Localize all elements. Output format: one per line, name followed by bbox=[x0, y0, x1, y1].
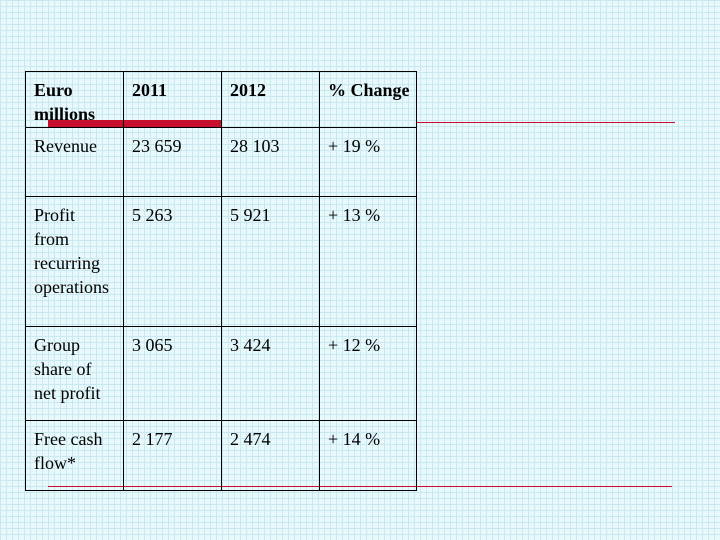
header-cell: 2011 bbox=[132, 80, 168, 100]
row-label: Group share of net profit bbox=[34, 335, 101, 403]
red-rule bbox=[417, 122, 675, 123]
value-cell: 3 065 bbox=[132, 335, 173, 355]
red-bar bbox=[48, 120, 222, 128]
row-rule bbox=[26, 127, 416, 128]
value-cell: 3 424 bbox=[230, 335, 271, 355]
table: Euro millions 2011 2012 % Change Revenue 23 6… bbox=[25, 71, 417, 491]
value-cell: + 12 % bbox=[328, 335, 381, 355]
row-rule bbox=[26, 196, 416, 197]
value-cell: 28 103 bbox=[230, 136, 280, 156]
row-rule bbox=[26, 420, 416, 421]
value-cell: + 19 % bbox=[328, 136, 381, 156]
column-rule bbox=[319, 72, 320, 490]
row-label: Free cash flow* bbox=[34, 429, 103, 473]
value-cell: 5 263 bbox=[132, 205, 173, 225]
red-rule bbox=[48, 486, 672, 487]
row-rule bbox=[26, 326, 416, 327]
header-cell: % Change bbox=[328, 80, 410, 100]
column-rule bbox=[123, 72, 124, 490]
header-cell: 2012 bbox=[230, 80, 266, 100]
value-cell: 2 474 bbox=[230, 429, 271, 449]
value-cell: 2 177 bbox=[132, 429, 173, 449]
value-cell: + 14 % bbox=[328, 429, 381, 449]
column-rule bbox=[221, 72, 222, 490]
value-cell: 5 921 bbox=[230, 205, 271, 225]
value-cell: + 13 % bbox=[328, 205, 381, 225]
value-cell: 23 659 bbox=[132, 136, 182, 156]
row-label: Profit from recurring operations bbox=[34, 205, 109, 297]
header-cell: Euro millions bbox=[34, 80, 96, 124]
row-label: Revenue bbox=[34, 136, 97, 156]
